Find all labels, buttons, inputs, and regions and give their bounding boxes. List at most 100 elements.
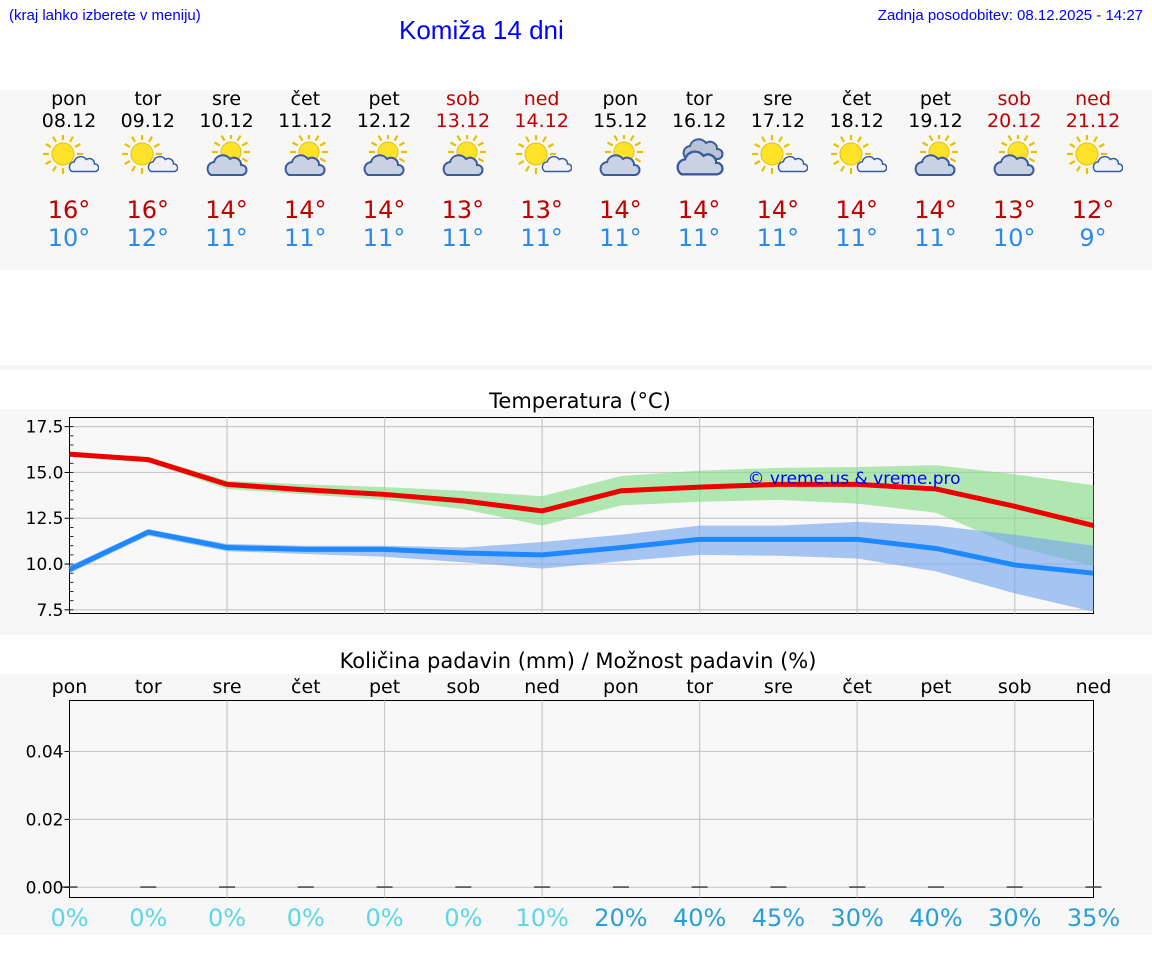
temperature-chart-title: Temperatura (°C)	[488, 389, 671, 413]
day-date: 10.12	[199, 110, 254, 132]
day-low-temp: 11°	[835, 224, 878, 252]
x-tick-label: sob	[998, 676, 1032, 698]
forecast-day: pon 15.12 14° 11°	[580, 88, 660, 252]
x-tick-label: sre	[764, 676, 793, 698]
max-temperature-range-band	[69, 452, 1094, 566]
day-name: sre	[763, 88, 793, 110]
day-name: pet	[919, 88, 952, 110]
day-high-temp: 13°	[992, 196, 1036, 224]
precipitation-bar	[219, 886, 236, 888]
y-tick-label: 10.0	[26, 555, 64, 575]
day-low-temp: 11°	[205, 224, 248, 252]
cloud-sun-icon	[363, 135, 408, 176]
forecast-day: pon 08.12 16° 10°	[29, 88, 109, 252]
y-tick-label: 7.5	[36, 601, 63, 621]
sun-cloud-icon	[1067, 135, 1123, 174]
day-low-temp: 11°	[284, 224, 327, 252]
precipitation-bar	[612, 886, 629, 888]
cloud-sun-icon	[915, 135, 959, 176]
day-name: pon	[602, 88, 639, 110]
day-date: 17.12	[750, 110, 806, 132]
cloud-sun-icon	[442, 135, 486, 176]
precipitation-chance-label: 0%	[366, 904, 404, 932]
precipitation-bar	[140, 886, 157, 888]
day-low-temp: 12°	[126, 224, 170, 252]
precipitation-chance-label: 35%	[1067, 904, 1120, 932]
sun-cloud-icon	[43, 135, 99, 174]
precipitation-bar	[1085, 886, 1102, 888]
precipitation-bar	[927, 886, 944, 888]
x-tick-label: pon	[603, 676, 639, 698]
precipitation-chart: Količina padavin (mm) / Možnost padavin …	[0, 649, 1152, 935]
day-low-temp: 11°	[677, 224, 721, 252]
day-low-temp: 9°	[1079, 224, 1107, 252]
day-date: 15.12	[593, 110, 648, 132]
day-high-temp: 14°	[914, 196, 957, 224]
forecast-day: sre 17.12 14° 11°	[738, 88, 818, 252]
day-high-temp: 13°	[520, 196, 563, 224]
day-low-temp: 11°	[441, 224, 485, 252]
day-low-temp: 11°	[914, 224, 957, 252]
day-name: sob	[446, 88, 480, 110]
cloudy-icon	[676, 138, 724, 176]
day-name: sob	[997, 88, 1032, 110]
day-date: 18.12	[829, 110, 884, 132]
forecast-day: sob 13.12 13° 11°	[423, 88, 503, 252]
day-high-temp: 14°	[362, 196, 406, 224]
day-high-temp: 14°	[756, 196, 800, 224]
x-tick-label: tor	[686, 676, 713, 698]
day-name: sre	[212, 88, 242, 110]
day-low-temp: 10°	[992, 224, 1036, 252]
day-name: čet	[841, 88, 872, 110]
precipitation-chance-label: 0%	[50, 904, 88, 932]
x-tick-label: pet	[920, 676, 951, 698]
precipitation-chance-label: 20%	[594, 904, 647, 932]
y-tick-label: 0.00	[26, 878, 64, 898]
day-high-temp: 14°	[835, 196, 878, 224]
forecast-day: sob 20.12 13° 10°	[974, 88, 1054, 252]
precipitation-chart-title: Količina padavin (mm) / Možnost padavin …	[340, 649, 817, 673]
day-date: 13.12	[435, 110, 491, 132]
precipitation-bar	[455, 886, 472, 888]
cloud-sun-icon	[599, 135, 644, 176]
forecast-day: ned 14.12 13° 11°	[502, 88, 582, 252]
day-date: 16.12	[671, 110, 727, 132]
divider	[0, 365, 1152, 370]
min-temperature-range-band	[69, 521, 1094, 612]
forecast-day: tor 16.12 14° 11°	[659, 88, 739, 252]
day-low-temp: 11°	[362, 224, 406, 252]
day-low-temp: 10°	[47, 224, 91, 252]
forecast-day: čet 18.12 14° 11°	[817, 88, 897, 252]
x-tick-label: čet	[842, 676, 872, 698]
precipitation-chance-label: 0%	[444, 904, 482, 932]
day-low-temp: 11°	[599, 224, 642, 252]
forecast-day: tor 09.12 16° 12°	[108, 88, 188, 252]
precipitation-chance-label: 0%	[129, 904, 167, 932]
day-date: 12.12	[356, 110, 412, 132]
day-name: tor	[685, 88, 713, 110]
day-high-temp: 16°	[47, 196, 91, 224]
cloud-sun-icon	[206, 135, 250, 176]
day-date: 14.12	[514, 110, 569, 132]
forecast-day: čet 11.12 14° 11°	[265, 88, 345, 252]
precipitation-bar	[849, 886, 866, 888]
day-date: 08.12	[41, 110, 97, 132]
y-tick-label: 0.02	[26, 810, 64, 830]
page-title: Komiža 14 dni	[399, 15, 564, 45]
day-high-temp: 12°	[1071, 196, 1115, 224]
precipitation-chance-label: 40%	[673, 904, 726, 932]
max-temperature-line	[69, 451, 1095, 529]
day-date: 20.12	[987, 110, 1042, 132]
precipitation-chance-label: 0%	[208, 904, 246, 932]
precipitation-plot-area	[69, 700, 1094, 898]
day-high-temp: 14°	[599, 196, 642, 224]
precipitation-bar	[534, 886, 551, 888]
x-tick-label: ned	[1076, 676, 1112, 698]
location-hint-link[interactable]: (kraj lahko izberete v meniju)	[9, 7, 201, 24]
precipitation-chance-label: 0%	[287, 904, 325, 932]
precipitation-bar	[1006, 886, 1023, 888]
sun-cloud-icon	[515, 135, 572, 174]
precipitation-bar	[297, 886, 314, 888]
day-name: pon	[51, 88, 87, 110]
forecast-strip	[0, 90, 1152, 270]
